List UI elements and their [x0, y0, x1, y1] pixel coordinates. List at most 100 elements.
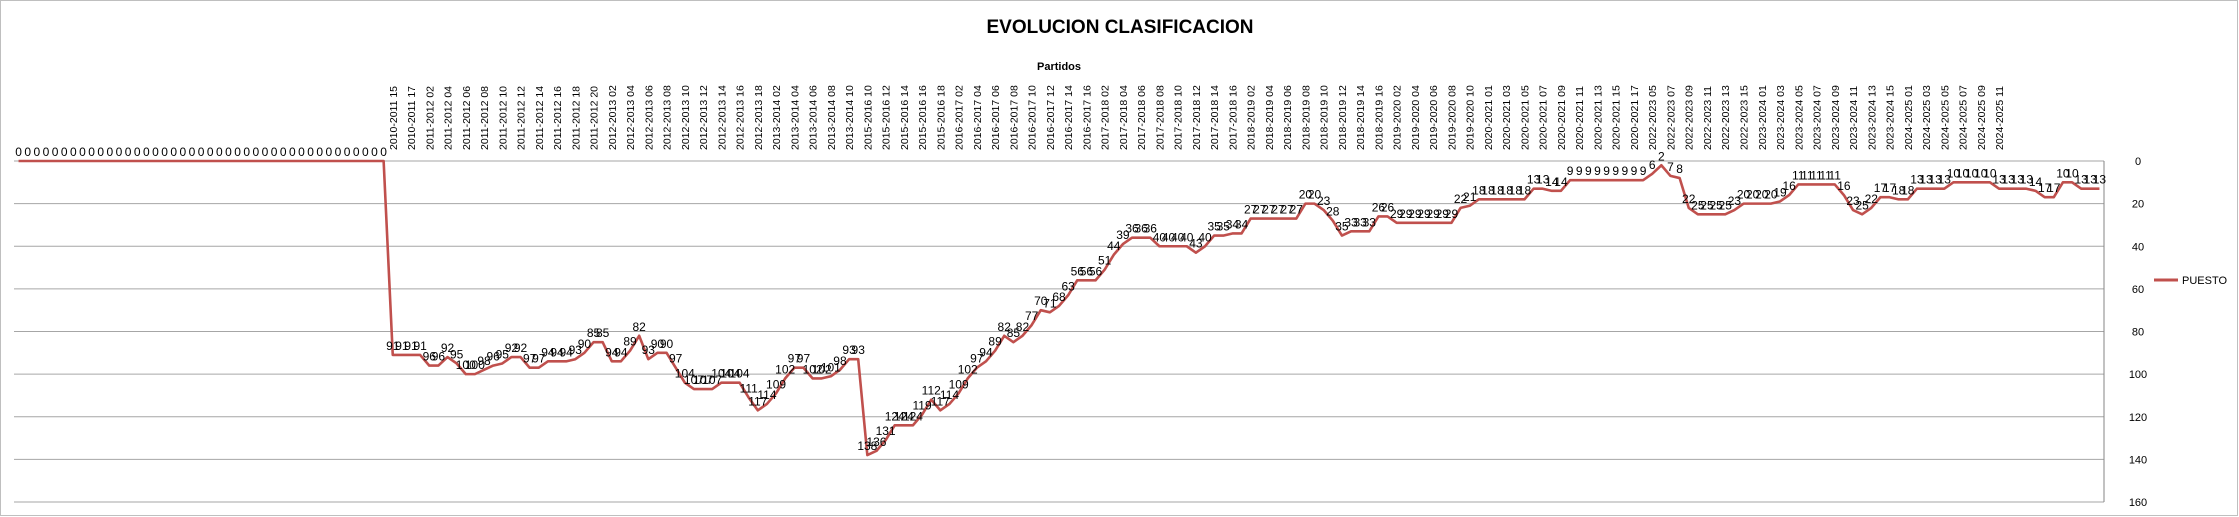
x-tick-label: 2020-2021 13 — [1592, 85, 1604, 150]
data-label: 40 — [1153, 230, 1167, 244]
data-label: 100 — [456, 358, 476, 372]
data-label: 22 — [1682, 192, 1696, 206]
data-label: 36 — [1125, 222, 1139, 236]
data-label: 23 — [1317, 194, 1331, 208]
x-tick-label: 2020-2021 17 — [1629, 85, 1641, 150]
data-label: 20 — [1737, 188, 1751, 202]
data-label: 28 — [1326, 205, 1340, 219]
data-label: 95 — [450, 347, 464, 361]
data-label: 14 — [1554, 175, 1568, 189]
data-label: 22 — [1865, 192, 1879, 206]
data-label: 9 — [1603, 164, 1610, 178]
x-tick-label: 2020-2021 11 — [1574, 86, 1586, 150]
data-label: 21 — [1463, 190, 1477, 204]
data-label: 17 — [1874, 181, 1888, 195]
data-label: 136 — [866, 435, 886, 449]
data-label: 124 — [903, 409, 923, 423]
data-label: 111 — [740, 382, 759, 396]
data-label: 0 — [253, 145, 260, 159]
data-label: 36 — [1144, 222, 1158, 236]
x-tick-label: 2011-2012 18 — [570, 86, 582, 150]
data-label: 11 — [1819, 168, 1832, 182]
data-label: 17 — [2047, 181, 2061, 195]
data-label: 0 — [289, 145, 296, 159]
x-tick-label: 2017-2018 08 — [1154, 85, 1166, 150]
data-label: 0 — [316, 145, 323, 159]
data-label: 93 — [852, 343, 866, 357]
data-label: 117 — [748, 394, 767, 408]
data-label: 26 — [1372, 200, 1386, 214]
x-tick-label: 2012-2013 14 — [716, 85, 728, 150]
data-label: 0 — [234, 145, 241, 159]
x-tick-label: 2012-2013 12 — [698, 85, 710, 150]
data-label: 11 — [1810, 168, 1823, 182]
data-label: 0 — [33, 145, 40, 159]
data-label: 107 — [702, 373, 722, 387]
data-label: 92 — [441, 341, 455, 355]
data-label: 104 — [711, 367, 731, 381]
y-tick-label: 80 — [2132, 327, 2144, 339]
data-label: 90 — [578, 337, 592, 351]
data-label: 27 — [1271, 203, 1285, 217]
x-tick-label: 2022-2023 09 — [1684, 85, 1696, 150]
data-label: 82 — [632, 320, 646, 334]
data-label: 0 — [271, 145, 278, 159]
x-tick-label: 2017-2018 12 — [1191, 85, 1203, 150]
data-label: 56 — [1080, 264, 1094, 278]
data-label: 13 — [1928, 173, 1942, 187]
y-axis: 0 20 40 60 80 100 120 140 160 — [2129, 156, 2147, 509]
x-tick-label: 2011-2012 16 — [552, 86, 564, 150]
data-label: 10 — [1947, 166, 1961, 180]
data-label: 27 — [1253, 203, 1267, 217]
data-label: 43 — [1189, 237, 1203, 251]
data-label: 18 — [1901, 183, 1915, 197]
x-tick-label: 2023-2024 07 — [1812, 85, 1824, 150]
x-tick-label: 2012-2013 16 — [735, 85, 747, 150]
data-label: 0 — [70, 145, 77, 159]
x-tick-label: 2023-2024 03 — [1775, 85, 1787, 150]
data-label: 119 — [913, 399, 932, 413]
data-label: 0 — [97, 145, 104, 159]
x-tick-label: 2012-2013 06 — [643, 85, 655, 150]
y-tick-label: 140 — [2129, 454, 2147, 466]
data-label: 0 — [225, 145, 232, 159]
data-label: 25 — [1700, 198, 1714, 212]
x-tick-label: 2013-2014 10 — [844, 85, 856, 150]
data-label: 18 — [1490, 183, 1504, 197]
y-tick-label: 20 — [2132, 199, 2144, 211]
x-tick-label: 2022-2023 07 — [1665, 85, 1677, 150]
data-label: 94 — [541, 345, 555, 359]
x-tick-label: 2016-2017 02 — [954, 85, 966, 150]
data-label: 0 — [61, 145, 68, 159]
x-tick-label: 2011-2012 10 — [497, 86, 509, 150]
x-tick-label: 2024-2025 01 — [1903, 85, 1915, 150]
data-label: 13 — [2011, 173, 2025, 187]
legend: PUESTO — [2154, 275, 2227, 287]
data-label: 29 — [1408, 207, 1422, 221]
data-label: 17 — [2038, 181, 2052, 195]
data-label: 97 — [970, 352, 984, 366]
data-label: 104 — [675, 367, 695, 381]
x-tick-label: 2016-2017 06 — [990, 85, 1002, 150]
data-label: 0 — [52, 145, 59, 159]
y-tick-label: 120 — [2129, 412, 2147, 424]
data-label: 90 — [651, 337, 665, 351]
data-label: 85 — [1007, 326, 1021, 340]
x-tick-label: 2020-2021 03 — [1501, 85, 1513, 150]
data-label: 0 — [371, 145, 378, 159]
data-label: 63 — [1061, 279, 1075, 293]
data-label: 92 — [514, 341, 528, 355]
data-label: 0 — [15, 145, 22, 159]
data-label: 0 — [335, 145, 342, 159]
data-label: 0 — [207, 145, 214, 159]
data-label: 0 — [88, 145, 95, 159]
data-label: 102 — [812, 362, 832, 376]
x-tick-label: 2019-2020 02 — [1392, 85, 1404, 150]
data-label: 9 — [1631, 164, 1638, 178]
x-tick-label: 2017-2018 14 — [1209, 85, 1221, 150]
data-label: 124 — [885, 409, 905, 423]
data-label: 0 — [79, 145, 86, 159]
x-tick-label: 2020-2021 07 — [1538, 85, 1550, 150]
x-tick-label: 2013-2014 04 — [789, 85, 801, 150]
